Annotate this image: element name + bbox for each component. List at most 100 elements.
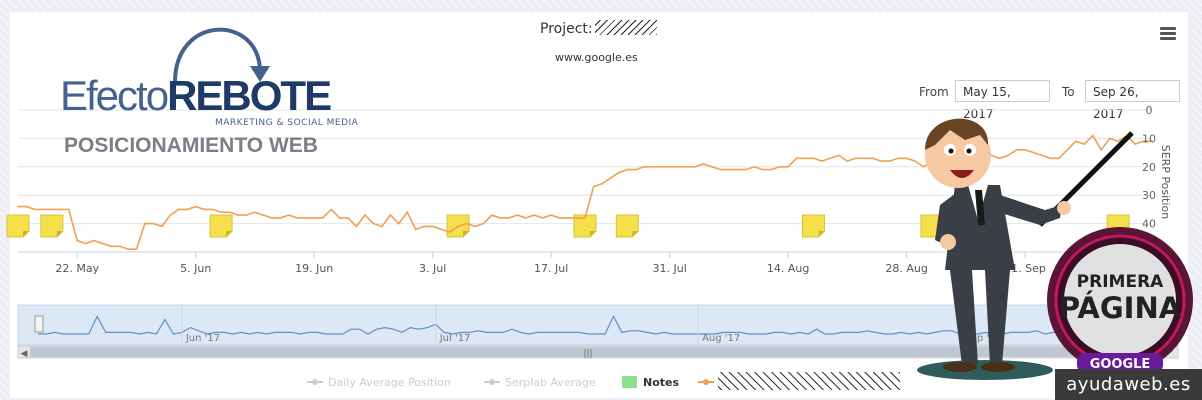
data-point [609,177,612,179]
data-point [110,245,112,248]
data-point [1066,148,1069,151]
data-point [355,225,358,228]
data-point [1041,154,1043,157]
chart-title: Project: [540,20,657,37]
note-fold [590,231,596,237]
legend-label: Notes [643,376,679,389]
note-icon [920,214,944,238]
legend-label: Serplab Average [505,376,596,389]
data-point [152,222,155,225]
data-point [17,205,19,208]
legend: Daily Average Position Serplab Average Not… [307,372,900,390]
legend-label: Daily Average Position [328,376,451,389]
legend-label-redacted [718,372,900,390]
data-point [643,166,646,168]
y-tick-label: 30 [1142,189,1156,202]
data-point [922,166,925,168]
x-tick-label: 19. Jun [295,262,333,275]
data-point [770,168,772,171]
data-point [1024,148,1026,151]
data-point [1100,148,1103,151]
data-point [778,166,781,168]
data-point [457,225,459,228]
data-point [516,214,519,216]
data-point [838,154,840,157]
data-point [533,214,536,216]
data-point [956,160,959,162]
data-point [888,160,891,162]
data-point [186,208,189,211]
data-point [998,157,1001,160]
data-point [575,217,578,219]
note-icon [209,214,233,238]
data-point [592,185,595,188]
data-point [372,222,375,225]
data-point [677,166,679,168]
data-point [51,208,53,211]
data-point [634,168,637,171]
navigator-label: Aug '17 [702,333,740,344]
chart-title-label: Project: [540,21,593,37]
note-icon [971,214,995,238]
note-fold [23,231,29,237]
note-icon [6,214,30,238]
data-point [423,225,426,228]
data-point [660,166,662,168]
data-point [304,217,307,219]
data-point [330,208,332,211]
data-point [1117,140,1119,143]
data-point [736,168,739,171]
data-point [821,160,823,162]
data-point [296,217,299,219]
scroll-left-arrow: ◀ [21,349,28,359]
from-date-input[interactable]: May 15, 2017 [955,80,1050,121]
data-point [440,228,442,231]
data-point [1134,143,1136,145]
data-point [550,214,552,216]
data-point [668,166,671,168]
y-tick-label: 40 [1142,218,1156,231]
scrollbar-thumb [30,347,1150,357]
data-point [651,166,654,168]
legend-symbol [622,376,637,388]
legend-item: Notes [622,376,679,389]
y-tick-label: 0 [1146,104,1153,117]
x-tick-label: 11. Sep [1004,262,1046,275]
navigator-label: Jul '17 [439,333,471,344]
data-point [812,157,815,160]
data-point [787,166,789,168]
to-label: To [1062,85,1075,99]
data-point [465,222,468,225]
chart-subtitle: www.google.es [555,51,638,64]
note-icon [573,214,597,238]
data-point [626,168,629,171]
data-point [364,214,366,216]
data-point [948,160,950,162]
x-tick-label: 3. Jul [419,262,446,275]
data-point [169,214,172,216]
legend-item-project [698,372,900,390]
data-point [398,222,400,225]
data-point [25,205,28,208]
data-point [220,211,222,214]
data-point [491,214,493,216]
data-point [541,217,544,219]
legend-marker [489,379,495,385]
data-point [389,214,392,216]
data-point [34,208,36,211]
x-tick-label: 31. Jul [652,262,686,275]
data-point [914,160,916,162]
legend-item: Serplab Average [484,376,596,389]
data-point [880,160,882,162]
data-point [431,225,434,228]
x-tick-label: 22. May [55,262,99,275]
data-point [973,157,976,160]
data-point [905,157,908,160]
x-tick-label: 14. Aug [767,262,809,275]
data-point [1049,157,1052,160]
navigator: Jun '17 Jul '17 Aug '17 Sep '17 ||| ◀ [17,304,1179,359]
x-tick-label: 5. Jun [180,262,211,275]
project-name-redacted [594,20,657,35]
menu-icon[interactable] [1160,27,1176,41]
